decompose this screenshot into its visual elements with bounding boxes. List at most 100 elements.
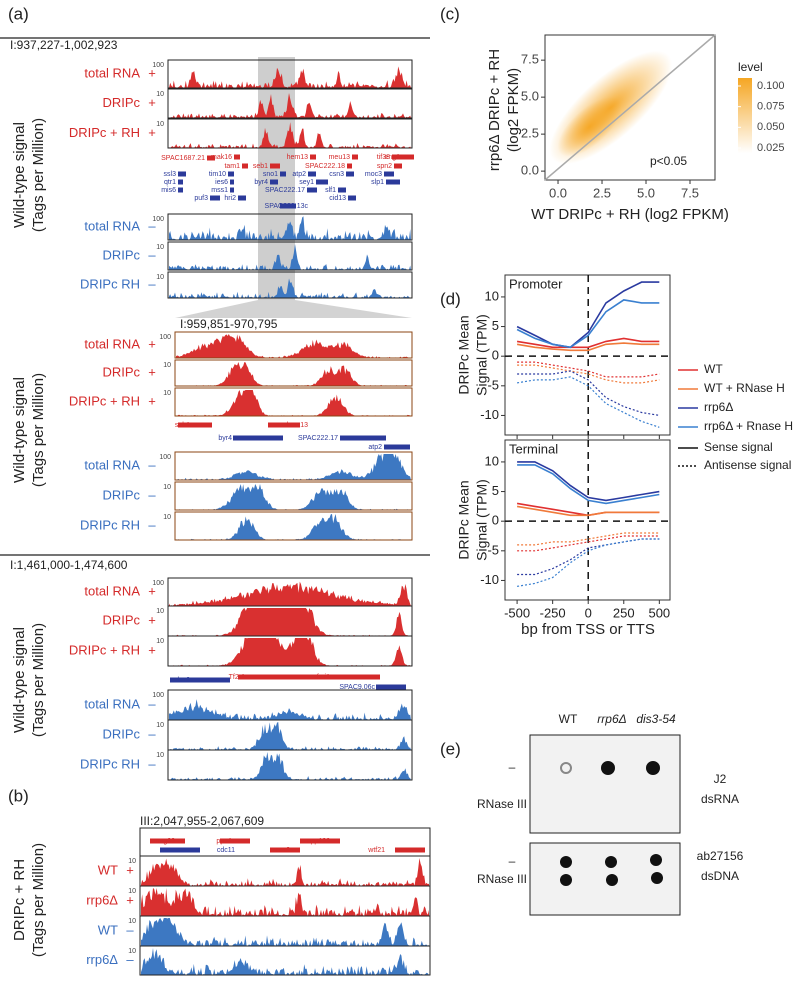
legend-colorbar bbox=[738, 78, 752, 153]
region-coords: I:959,851-970,795 bbox=[180, 317, 278, 331]
gene-body bbox=[230, 179, 234, 185]
legend-label: 0.050 bbox=[757, 121, 785, 133]
track-scale: 10 bbox=[163, 514, 171, 521]
y-axis-label: (Tags per Million) bbox=[30, 118, 47, 232]
dot bbox=[560, 874, 572, 886]
gene-label: brr2 bbox=[178, 677, 191, 684]
gene-label: SPAC9.06c bbox=[339, 684, 375, 691]
y-axis-label: Wild-type signal bbox=[11, 122, 28, 228]
gene-label: ssa2 bbox=[275, 847, 290, 854]
legend-label: rrp6Δ bbox=[704, 400, 733, 414]
gene-body bbox=[348, 195, 356, 201]
gene-label: csn3 bbox=[329, 171, 344, 178]
x-tick-label: 2.5 bbox=[593, 185, 611, 200]
signal-track bbox=[169, 93, 411, 118]
gene-body bbox=[230, 187, 234, 193]
track-scale: 10 bbox=[156, 91, 164, 98]
series-line bbox=[517, 370, 660, 416]
gene-body bbox=[300, 838, 340, 844]
track-frame bbox=[174, 387, 413, 417]
track-label: total RNA bbox=[84, 457, 140, 472]
signal-track bbox=[169, 244, 411, 270]
gene-label: SPAC1687.21 bbox=[161, 155, 205, 162]
track-frame bbox=[167, 213, 413, 241]
series-line bbox=[517, 464, 660, 505]
y-tick-label: -10 bbox=[480, 572, 499, 587]
y-axis-label: rrp6Δ DRIPc + RH bbox=[486, 49, 503, 171]
gene-body bbox=[233, 435, 283, 441]
gene-body bbox=[392, 154, 402, 160]
track-scale: 100 bbox=[152, 216, 164, 223]
antibody-label: dsDNA bbox=[701, 869, 739, 883]
track-label: DRIPc bbox=[102, 247, 140, 262]
track-frame bbox=[174, 359, 413, 387]
track-scale: 100 bbox=[152, 692, 164, 699]
track-strand: – bbox=[148, 218, 156, 233]
track-strand: + bbox=[148, 336, 156, 351]
track-label: total RNA bbox=[84, 65, 140, 80]
gene-body bbox=[395, 847, 425, 853]
dot bbox=[560, 762, 572, 774]
signal-track bbox=[176, 514, 411, 540]
region-coords: I:937,227-1,002,923 bbox=[10, 38, 118, 52]
dot bbox=[650, 854, 662, 866]
track-label: total RNA bbox=[84, 218, 140, 233]
gene-label: sey1 bbox=[299, 179, 314, 186]
gene-body bbox=[268, 422, 300, 428]
y-axis-label: (Tags per Million) bbox=[30, 843, 47, 957]
track-scale: 10 bbox=[163, 362, 171, 369]
signal-track bbox=[176, 484, 411, 510]
track-label: DRIPc + RH bbox=[69, 125, 140, 140]
y-axis-label: Wild-type signal bbox=[11, 377, 28, 483]
dot bbox=[560, 856, 572, 868]
x-tick-label: 500 bbox=[648, 605, 670, 620]
gene-label: eng1 bbox=[384, 154, 400, 161]
x-axis-label: WT DRIPc + RH (log2 FPKM) bbox=[531, 206, 729, 223]
track-frame bbox=[174, 331, 413, 359]
gene-label: tim10 bbox=[209, 171, 226, 178]
panel-label: (a) bbox=[8, 4, 29, 23]
gene-body bbox=[340, 435, 386, 441]
track-strand: + bbox=[148, 642, 156, 657]
gene-body bbox=[160, 847, 200, 853]
y-tick-label: 5 bbox=[492, 483, 499, 498]
track-label: DRIPc RH bbox=[80, 276, 140, 291]
gene-label: npp106 bbox=[307, 838, 330, 845]
track-label: WT bbox=[98, 862, 118, 877]
legend-label: 0.025 bbox=[757, 142, 785, 154]
gene-label: atp2 bbox=[368, 444, 382, 451]
track-scale: 100 bbox=[152, 62, 164, 69]
gene-label: mak16 bbox=[211, 154, 232, 161]
gene-body bbox=[384, 171, 394, 177]
track-scale: 100 bbox=[159, 454, 171, 461]
track-strand: – bbox=[148, 487, 156, 502]
gene-body bbox=[307, 187, 317, 193]
legend-label: WT + RNase H bbox=[704, 381, 785, 395]
signal-track bbox=[169, 722, 411, 750]
gene-label: cid13 bbox=[329, 195, 346, 202]
gene-body bbox=[220, 838, 250, 844]
gene-body bbox=[270, 163, 280, 169]
gene-label: hem13 bbox=[287, 422, 309, 429]
track-frame bbox=[167, 749, 413, 781]
gene-label: SPAC222.18 bbox=[305, 163, 345, 170]
column-label: WT bbox=[559, 712, 578, 726]
dot bbox=[606, 874, 618, 886]
track-scale: 10 bbox=[128, 858, 136, 865]
track-strand: + bbox=[126, 862, 134, 877]
signal-track bbox=[169, 699, 411, 720]
x-tick-label: -250 bbox=[540, 605, 566, 620]
gene-body bbox=[310, 154, 316, 160]
region-coords: III:2,047,955-2,067,609 bbox=[140, 814, 264, 828]
track-strand: + bbox=[148, 95, 156, 110]
gene-label: mug33 bbox=[154, 838, 176, 845]
y-tick-label: 0 bbox=[492, 513, 499, 528]
track-label: rrp6Δ bbox=[86, 952, 118, 967]
signal-track bbox=[169, 581, 411, 606]
zoom-wedge bbox=[175, 300, 412, 318]
signal-track bbox=[169, 638, 411, 666]
gene-label: moc3 bbox=[365, 171, 382, 178]
gene-label: SPAC222.13c bbox=[265, 203, 309, 210]
track-strand: + bbox=[126, 892, 134, 907]
column-label: dis3-54 bbox=[636, 712, 676, 726]
